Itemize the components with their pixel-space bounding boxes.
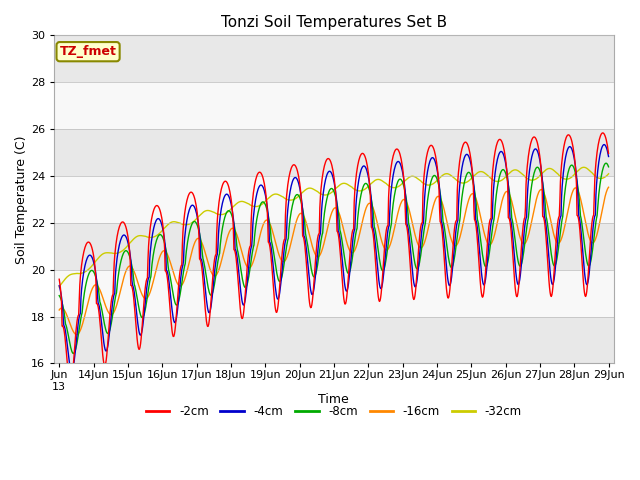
Title: Tonzi Soil Temperatures Set B: Tonzi Soil Temperatures Set B <box>221 15 447 30</box>
-2cm <box>83 241 90 247</box>
-2cm <box>586 240 594 246</box>
Y-axis label: Soil Temperature (C): Soil Temperature (C) <box>15 135 28 264</box>
-8cm <box>158 233 166 239</box>
-4cm <box>284 207 292 213</box>
-16cm <box>284 252 292 258</box>
-2cm <box>67 383 74 389</box>
-32cm <box>157 229 165 235</box>
-4cm <box>586 259 594 265</box>
Legend: -2cm, -4cm, -8cm, -16cm, -32cm: -2cm, -4cm, -8cm, -16cm, -32cm <box>141 401 527 423</box>
-8cm <box>602 160 610 166</box>
-4cm <box>56 283 63 288</box>
-16cm <box>586 237 594 243</box>
Line: -32cm: -32cm <box>60 168 609 287</box>
-32cm <box>580 165 588 170</box>
-8cm <box>605 164 612 170</box>
-2cm <box>599 130 607 136</box>
-16cm <box>578 201 586 206</box>
-4cm <box>83 258 90 264</box>
Line: -8cm: -8cm <box>60 163 609 353</box>
Bar <box>54 223 614 270</box>
-32cm <box>284 197 291 203</box>
Line: -4cm: -4cm <box>60 144 609 371</box>
-32cm <box>82 269 90 275</box>
Bar <box>54 176 614 223</box>
-16cm <box>605 184 612 190</box>
-32cm <box>577 165 585 171</box>
-16cm <box>380 243 387 249</box>
-4cm <box>600 142 608 147</box>
-32cm <box>56 284 63 290</box>
-4cm <box>605 154 612 159</box>
Bar <box>54 270 614 316</box>
-2cm <box>578 252 586 258</box>
-2cm <box>380 261 387 266</box>
-16cm <box>72 332 80 337</box>
-32cm <box>379 179 387 184</box>
Bar <box>54 316 614 363</box>
-32cm <box>586 168 594 174</box>
-2cm <box>56 276 63 282</box>
Line: -2cm: -2cm <box>60 133 609 386</box>
-8cm <box>284 237 292 243</box>
Bar <box>54 129 614 176</box>
-32cm <box>605 171 612 177</box>
Line: -16cm: -16cm <box>60 187 609 335</box>
-4cm <box>68 368 76 374</box>
Text: TZ_fmet: TZ_fmet <box>60 45 116 58</box>
-8cm <box>586 261 594 266</box>
-4cm <box>158 222 166 228</box>
-16cm <box>83 307 90 313</box>
-8cm <box>56 293 63 299</box>
Bar <box>54 82 614 129</box>
-4cm <box>380 273 387 279</box>
-16cm <box>158 250 166 255</box>
-8cm <box>578 219 586 225</box>
-8cm <box>70 350 77 356</box>
-16cm <box>56 307 63 313</box>
-2cm <box>284 182 292 188</box>
-8cm <box>380 267 387 273</box>
-8cm <box>83 280 90 286</box>
-4cm <box>578 235 586 240</box>
-2cm <box>605 151 612 156</box>
-2cm <box>158 215 166 221</box>
X-axis label: Time: Time <box>319 393 349 406</box>
Bar <box>54 36 614 82</box>
